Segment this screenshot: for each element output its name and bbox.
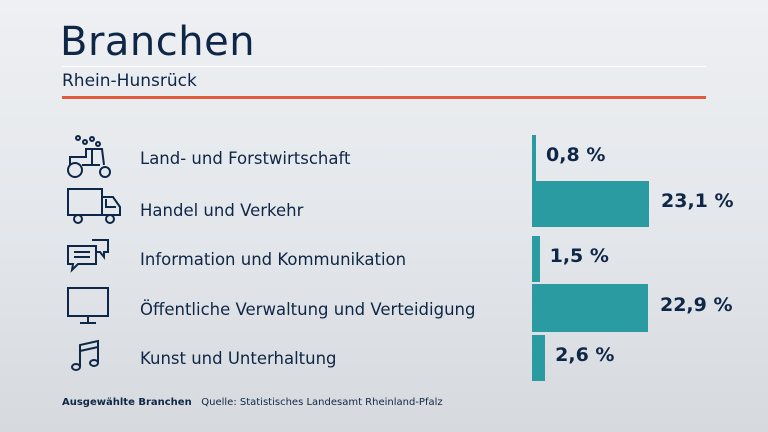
accent-divider (62, 96, 706, 99)
chart-row: Land- und Forstwirtschaft 0,8 % (0, 135, 768, 185)
category-label: Land- und Forstwirtschaft (140, 149, 351, 168)
monitor-icon (60, 284, 124, 334)
footer: Ausgewählte Branchen Quelle: Statistisch… (62, 397, 443, 408)
category-label: Kunst und Unterhaltung (140, 349, 337, 368)
data-label: 23,1 % (661, 190, 734, 212)
data-label: 1,5 % (549, 245, 609, 267)
chat-bubbles-icon (60, 236, 124, 286)
data-label: 0,8 % (546, 144, 606, 166)
bar (532, 284, 648, 332)
truck-icon (60, 181, 124, 231)
category-label: Information und Kommunikation (140, 250, 407, 269)
chart-title: Branchen (60, 19, 256, 65)
footer-label: Ausgewählte Branchen (62, 397, 192, 408)
bar (532, 236, 540, 282)
data-label: 22,9 % (659, 294, 733, 316)
category-label: Handel und Verkehr (140, 201, 304, 220)
title-divider (62, 66, 706, 67)
bar (532, 135, 537, 181)
bar (532, 181, 649, 227)
category-label: Öffentliche Verwaltung und Verteidigung (140, 300, 476, 319)
data-label: 2,6 % (555, 344, 615, 366)
chart-row: Handel und Verkehr 23,1 % (0, 181, 768, 231)
chart-row: Öffentliche Verwaltung und Verteidigung … (0, 284, 768, 334)
music-note-icon (60, 335, 124, 385)
bar (532, 335, 546, 381)
tractor-icon (60, 135, 124, 185)
chart-row: Information und Kommunikation 1,5 % (0, 236, 768, 286)
chart-subtitle: Rhein-Hunsrück (62, 71, 197, 91)
source-note: Quelle: Statistisches Landesamt Rheinlan… (201, 397, 443, 408)
chart-row: Kunst und Unterhaltung 2,6 % (0, 335, 768, 385)
